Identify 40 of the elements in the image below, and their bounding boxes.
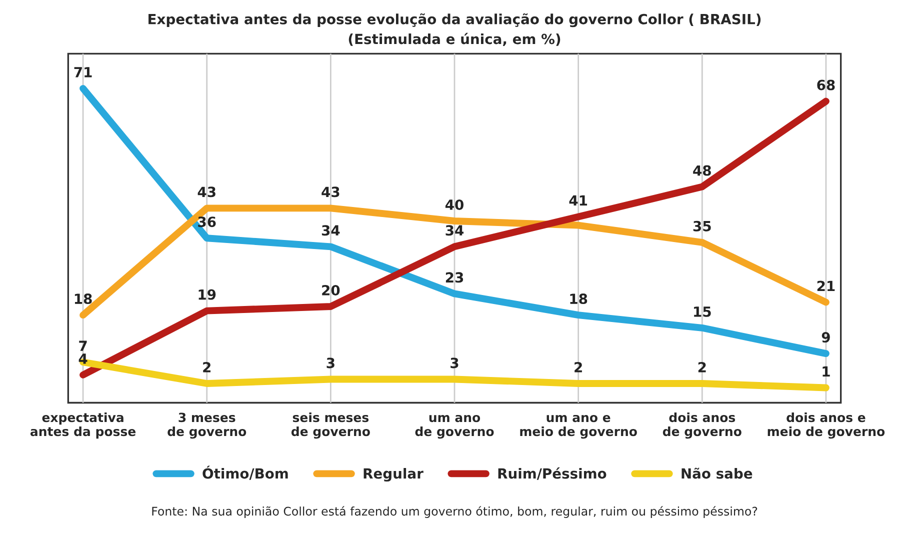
chart-title: Expectativa antes da posse evolução da avaliação do governo Collor ( BRASIL): [148, 13, 761, 28]
data-label: 71: [74, 67, 92, 78]
x-tick-label: expectativa antes da posse: [30, 412, 136, 439]
data-label: 34: [446, 225, 464, 236]
data-label: 3: [450, 358, 458, 368]
data-label: 36: [198, 216, 216, 228]
data-label: 2: [698, 362, 706, 372]
data-label: 34: [322, 225, 340, 236]
x-tick-label: dois anos de governo: [662, 412, 742, 439]
data-label: 2: [574, 362, 582, 372]
data-label: 35: [693, 220, 711, 232]
data-label: 9: [822, 332, 830, 343]
source-note: Fonte: Na sua opinião Collor está fazendo um governo ótimo, bom, regular, ruim ou péssimo péssimo?: [152, 506, 758, 518]
legend-label: Ótimo/Bom: [202, 466, 288, 480]
x-tick-label: um ano de governo: [415, 414, 494, 439]
legend-label: Regular: [364, 468, 424, 482]
data-label: 3: [326, 358, 334, 368]
data-label: 18: [74, 294, 92, 304]
data-label: 48: [693, 165, 711, 176]
data-label: 20: [322, 285, 340, 296]
data-label: 23: [446, 272, 464, 283]
data-label: 41: [569, 195, 588, 206]
data-label: 19: [198, 289, 216, 300]
chart-subtitle: (Estimulada e única, em %): [348, 32, 560, 46]
data-label: 68: [817, 80, 835, 90]
x-tick-label: um ano e meio de governo: [520, 414, 637, 439]
x-tick-label: seis meses de governo: [291, 412, 370, 439]
data-label: 43: [198, 186, 216, 198]
data-label: 40: [445, 199, 464, 210]
data-label: 18: [570, 294, 588, 304]
data-label: 43: [322, 186, 340, 198]
x-tick-label: dois anos e meio de governo: [768, 412, 885, 439]
data-label: 2: [203, 362, 210, 372]
legend-label: Não sabe: [682, 468, 752, 479]
legend-label: Ruim/Péssimo: [498, 467, 606, 480]
data-label: 7: [79, 340, 87, 351]
data-label: 15: [694, 306, 711, 317]
data-label: 1: [822, 366, 830, 377]
x-tick-label: 3 meses de governo: [168, 412, 246, 439]
data-label: 21: [817, 280, 835, 292]
